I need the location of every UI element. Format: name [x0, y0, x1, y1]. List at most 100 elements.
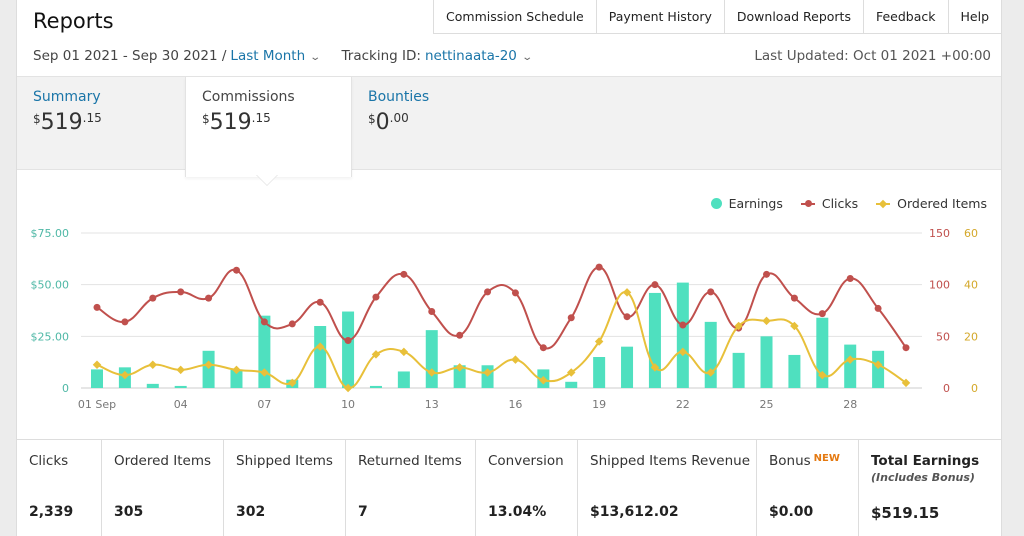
clicks-point [428, 308, 436, 316]
clicks-point [93, 303, 101, 311]
tab-bounties[interactable]: Bounties $0.00 [352, 77, 522, 171]
clicks-point [121, 318, 129, 326]
x-tick-label: 13 [425, 398, 439, 411]
x-tick-label: 28 [843, 398, 857, 411]
stat-shipped-revenue: Shipped Items Revenue $13,612.02 [578, 440, 757, 536]
page-title: Reports [33, 9, 114, 33]
date-range: Sep 01 2021 - Sep 30 2021 / [33, 48, 227, 64]
stat-shipped-items: Shipped Items 302 [224, 440, 346, 536]
earnings-bar [314, 326, 327, 388]
reports-panel: Reports Commission Schedule Payment Hist… [16, 0, 1002, 536]
amount-cents: .15 [82, 111, 102, 125]
nav-download-reports[interactable]: Download Reports [723, 0, 863, 33]
earnings-bar [648, 292, 661, 388]
ordered-items-point [706, 368, 715, 377]
earnings-bar [676, 282, 689, 388]
ordered-items-point [260, 368, 269, 377]
legend-clicks-label: Clicks [821, 196, 859, 211]
earnings-bar [872, 350, 885, 388]
y-right-ordered-tick-label: 20 [964, 330, 978, 343]
earnings-bar [174, 385, 187, 388]
date-preset-dropdown[interactable]: Last Month ⌄ [230, 48, 321, 64]
nav-payment-history[interactable]: Payment History [595, 0, 724, 33]
x-tick-label: 01 Sep [78, 398, 116, 411]
stat-returned-items: Returned Items 7 [346, 440, 476, 536]
clicks-point [567, 314, 575, 322]
ordered-items-point [539, 376, 548, 385]
nav-help[interactable]: Help [947, 0, 1002, 33]
tab-bounties-amount: $0.00 [368, 110, 506, 135]
nav-commission-schedule[interactable]: Commission Schedule [433, 0, 596, 33]
currency-symbol: $ [368, 112, 376, 126]
x-tick-label: 07 [257, 398, 271, 411]
clicks-point [679, 321, 687, 329]
stat-label: Conversion [488, 453, 564, 469]
clicks-point [763, 270, 771, 278]
ordered-items-point [232, 365, 241, 375]
clicks-point [372, 293, 380, 301]
bonus-label: Bonus [769, 453, 811, 469]
stat-label: Ordered Items [114, 453, 211, 469]
y-left-tick-label: 0 [62, 382, 69, 395]
ordered-items-point [594, 337, 604, 346]
ordered-items-point [315, 342, 325, 351]
x-tick-label: 22 [676, 398, 690, 411]
stat-clicks: Clicks 2,339 [17, 440, 102, 536]
tab-summary[interactable]: Summary $519.15 [17, 77, 185, 171]
stat-ordered-items: Ordered Items 305 [102, 440, 224, 536]
tab-commissions-amount: $519.15 [202, 110, 335, 135]
clicks-point [344, 336, 352, 344]
clicks-point [707, 288, 715, 296]
legend-ordered-label: Ordered Items [897, 196, 987, 211]
stat-label: Total Earnings [871, 453, 980, 469]
legend-earnings[interactable]: Earnings [710, 196, 783, 211]
stat-label: Returned Items [358, 453, 462, 469]
y-right-ordered-tick-label: 60 [964, 227, 978, 240]
tab-commissions[interactable]: Commissions $519.15 [185, 77, 352, 177]
amount-main: 0 [375, 110, 390, 135]
x-tick-label: 16 [508, 398, 522, 411]
earnings-chart: $75.00 $50.00 $25.00 0 150 100 50 0 60 40 20 0 01 Se… [31, 227, 979, 411]
stats-row: Clicks 2,339 Ordered Items 305 Shipped I… [17, 439, 1001, 536]
date-preset-label: Last Month [230, 48, 306, 64]
stat-value: $519.15 [871, 504, 940, 522]
ordered-items-point [511, 355, 520, 364]
ordered-items-point [371, 350, 381, 359]
ordered-items-point [120, 370, 130, 380]
y-left-tick-label: $75.00 [31, 227, 70, 240]
y-right-clicks-tick-label: 50 [936, 330, 950, 343]
earnings-bar [425, 330, 438, 388]
y-right-clicks-tick-label: 0 [943, 382, 950, 395]
clicks-point [177, 288, 185, 296]
amount-main: 519 [209, 110, 252, 135]
earnings-bar [621, 346, 634, 388]
clicks-point [874, 304, 882, 312]
stat-bonus: Bonus NEW $0.00 [757, 440, 859, 536]
tab-summary-label: Summary [33, 89, 101, 105]
tracking-id-dropdown[interactable]: nettinaata-20 ⌄ [425, 48, 533, 64]
filter-bar: Sep 01 2021 - Sep 30 2021 / Last Month ⌄ … [33, 48, 533, 64]
legend-ordered-items[interactable]: Ordered Items [876, 196, 987, 211]
tab-commissions-label: Commissions [202, 89, 295, 105]
earnings-bar [397, 371, 410, 388]
clicks-point [790, 294, 798, 302]
currency-symbol: $ [202, 112, 210, 126]
stat-total-earnings: Total Earnings (Includes Bonus) $519.15 [859, 440, 999, 536]
clicks-point [511, 289, 519, 297]
earnings-bar [369, 385, 382, 388]
legend-clicks[interactable]: Clicks [800, 196, 859, 211]
clicks-point [818, 310, 826, 318]
clicks-point [846, 274, 854, 282]
earnings-bar [704, 321, 717, 388]
ordered-items-point [873, 360, 883, 369]
amount-cents: .15 [251, 111, 271, 125]
earnings-bar [230, 369, 243, 388]
earnings-bar [593, 357, 606, 388]
stat-value: 2,339 [29, 504, 74, 520]
earnings-bar [91, 369, 103, 388]
nav-feedback[interactable]: Feedback [862, 0, 948, 33]
x-tick-label: 19 [592, 398, 606, 411]
ordered-items-point [483, 368, 492, 377]
stat-value: 305 [114, 504, 144, 520]
tab-summary-amount: $519.15 [33, 110, 169, 135]
